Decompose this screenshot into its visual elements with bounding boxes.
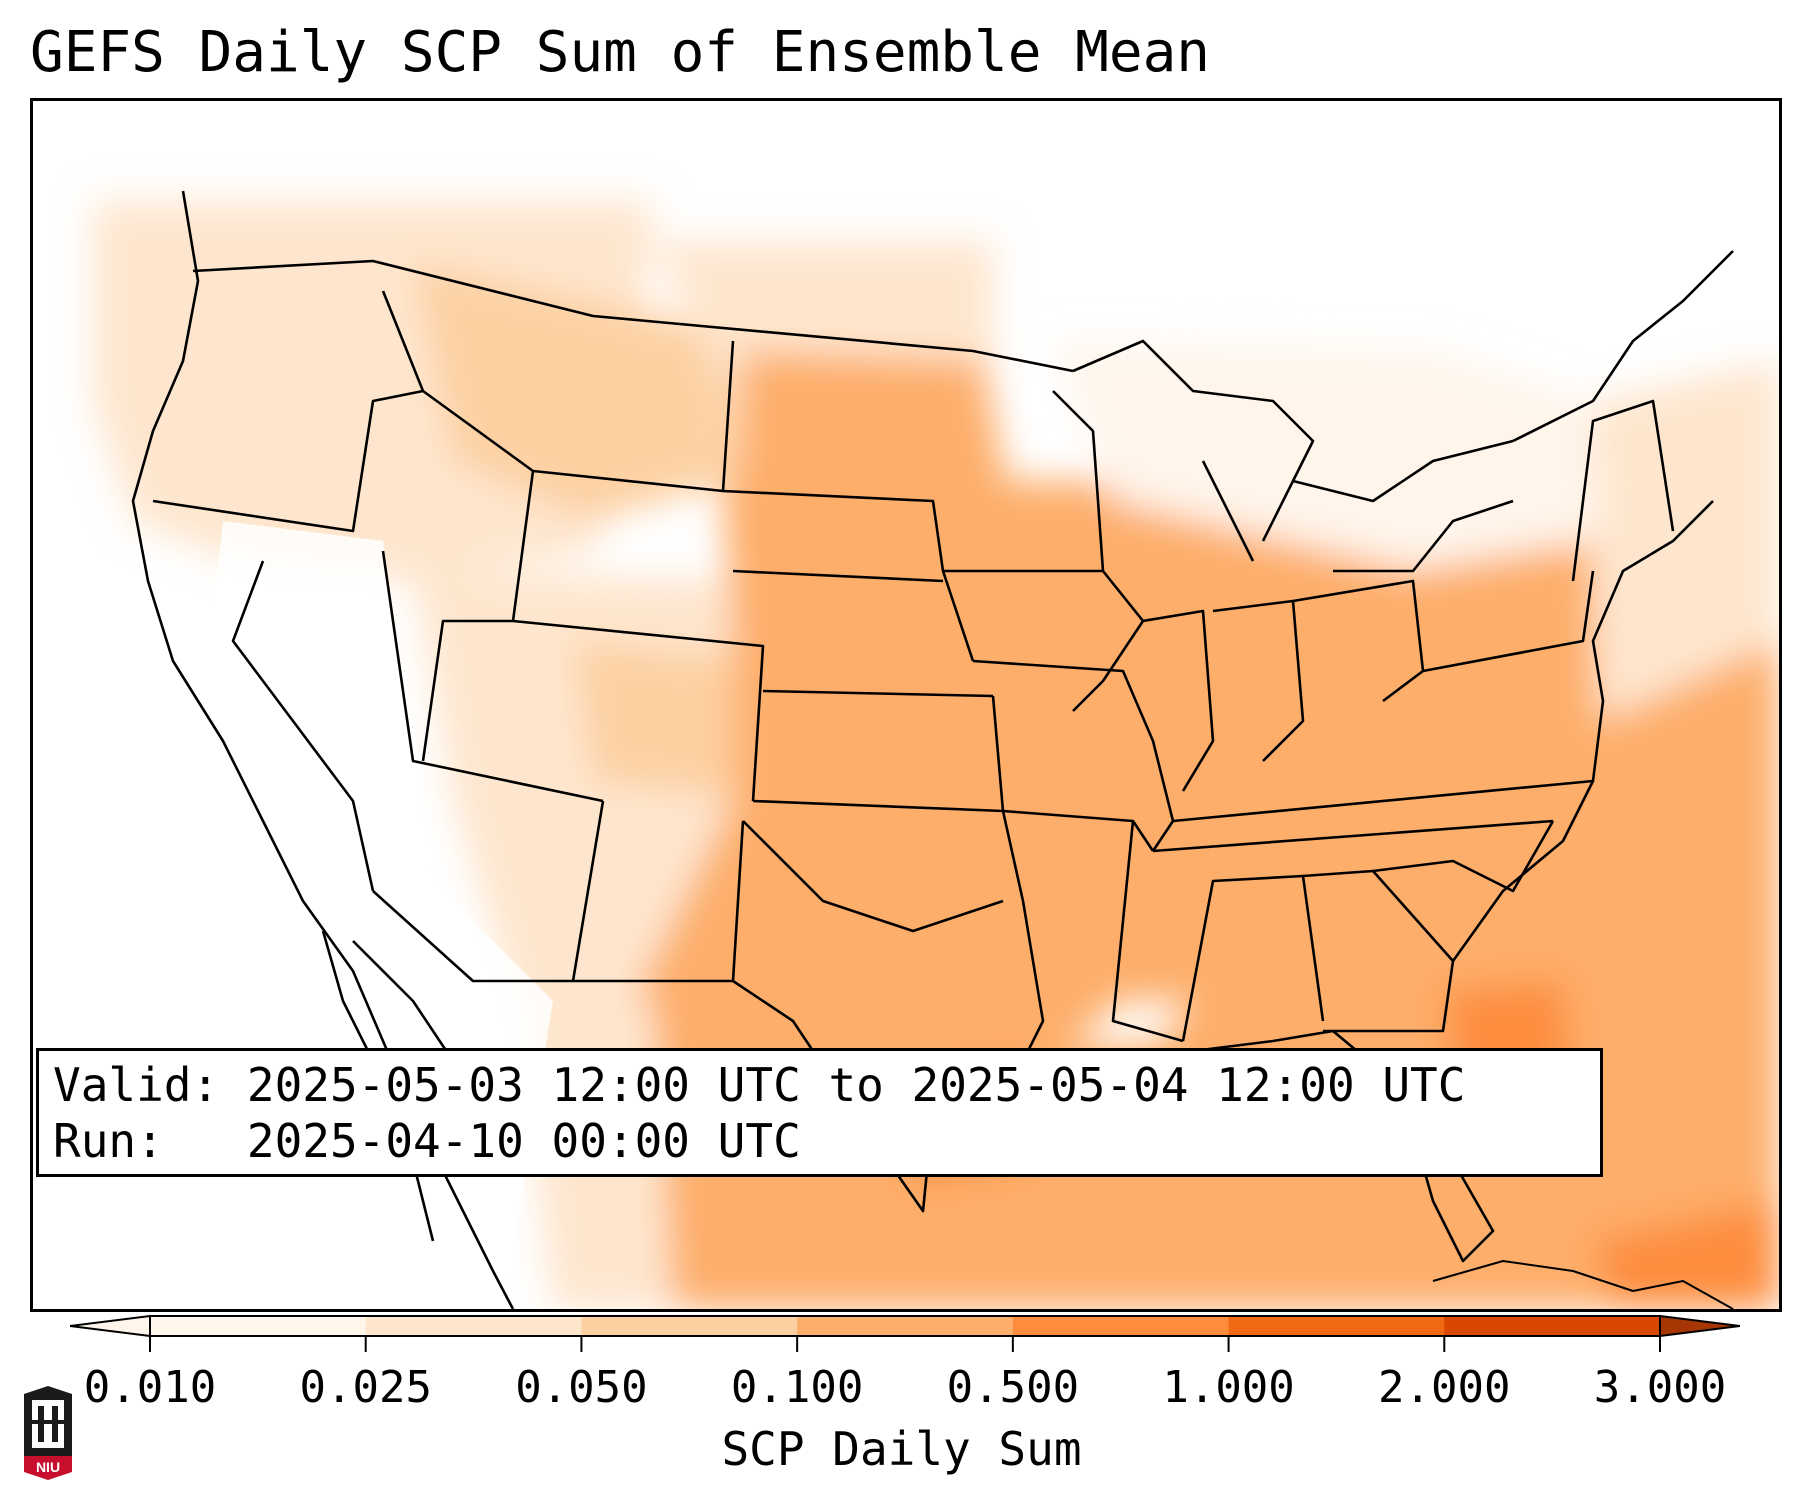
colorbar-tick-label: 0.010 [83, 1362, 217, 1413]
colorbar-tick-label: 0.100 [730, 1362, 864, 1413]
valid-run-infobox: Valid: 2025-05-03 12:00 UTC to 2025-05-0… [36, 1048, 1603, 1177]
logo-text: NIU [36, 1459, 60, 1475]
colorbar-extend-high [1659, 1314, 1740, 1338]
colorbar-label: SCP Daily Sum [721, 1422, 1082, 1476]
colorbar-segment [581, 1316, 798, 1336]
colorbar-segment [1228, 1316, 1445, 1336]
colorbar-segment [150, 1316, 367, 1336]
colorbar-tick-label: 1.000 [1162, 1362, 1295, 1413]
valid-label: Valid: [53, 1058, 220, 1112]
colorbar-segment [365, 1316, 582, 1336]
colorbar-segment [1012, 1316, 1230, 1336]
run-value: 2025-04-10 00:00 UTC [246, 1114, 801, 1168]
valid-value: 2025-05-03 12:00 UTC to 2025-05-04 12:00… [246, 1058, 1466, 1112]
run-row: Run: 2025-04-10 00:00 UTC [53, 1113, 1586, 1169]
state-boundaries [131, 190, 1734, 1309]
colorbar-extend-low [70, 1314, 151, 1338]
colorbar-tick-label: 2.000 [1378, 1362, 1511, 1413]
colorbar-tick-label: 3.000 [1593, 1362, 1727, 1413]
colorbar-tick-label: 0.050 [515, 1362, 648, 1413]
colorbar-segment [1444, 1316, 1661, 1336]
map-title: GEFS Daily SCP Sum of Ensemble Mean [30, 20, 1211, 85]
colorbar-segment [797, 1316, 1014, 1336]
colorbar [70, 1314, 1740, 1352]
run-label: Run: [53, 1114, 164, 1168]
niu-logo: NIU [24, 1386, 72, 1480]
valid-row: Valid: 2025-05-03 12:00 UTC to 2025-05-0… [53, 1057, 1586, 1113]
colorbar-tick-label: 0.500 [946, 1362, 1080, 1413]
colorbar-outline [149, 1315, 1661, 1337]
colorbar-tick-label: 0.025 [299, 1362, 432, 1413]
